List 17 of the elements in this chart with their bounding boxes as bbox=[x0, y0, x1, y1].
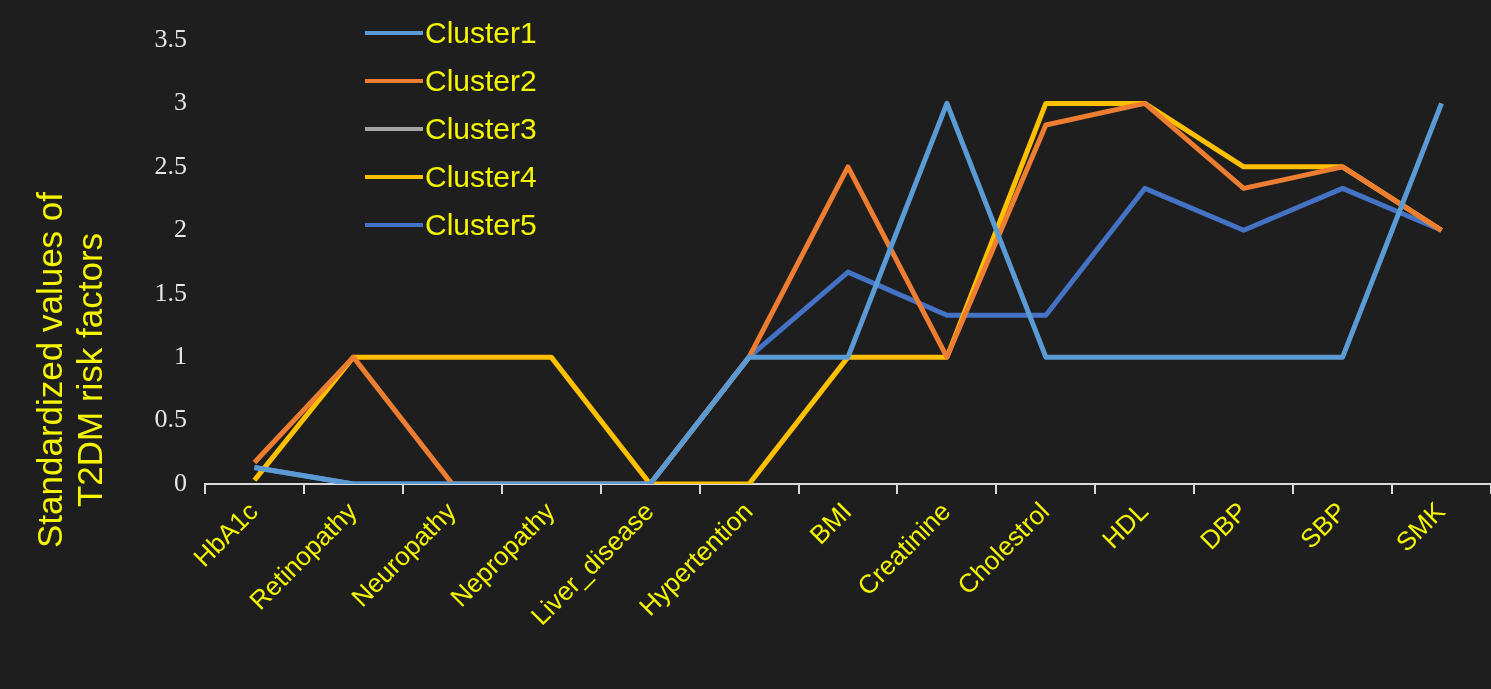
y-tick-label: 3 bbox=[174, 87, 187, 117]
x-tick-label: HDL bbox=[1096, 496, 1155, 555]
legend-label: Cluster3 bbox=[425, 112, 537, 146]
legend-label: Cluster1 bbox=[425, 16, 537, 50]
y-tick-label: 2 bbox=[174, 214, 187, 244]
y-tick-label: 2.5 bbox=[154, 150, 187, 180]
y-tick-label: 1 bbox=[174, 340, 187, 370]
x-tick-label: BMI bbox=[803, 496, 858, 551]
y-tick-label: 0 bbox=[174, 467, 187, 497]
y-tick-label: 0.5 bbox=[154, 404, 187, 434]
y-tick-label: 1.5 bbox=[154, 277, 187, 307]
legend-label: Cluster2 bbox=[425, 64, 537, 98]
y-axis-title: Standardized values of T2DM risk factors bbox=[30, 190, 110, 551]
legend-label: Cluster4 bbox=[425, 160, 537, 194]
y-tick-label: 3.5 bbox=[154, 23, 187, 53]
legend-label: Cluster5 bbox=[425, 208, 537, 242]
x-tick-label: SBP bbox=[1293, 496, 1352, 555]
